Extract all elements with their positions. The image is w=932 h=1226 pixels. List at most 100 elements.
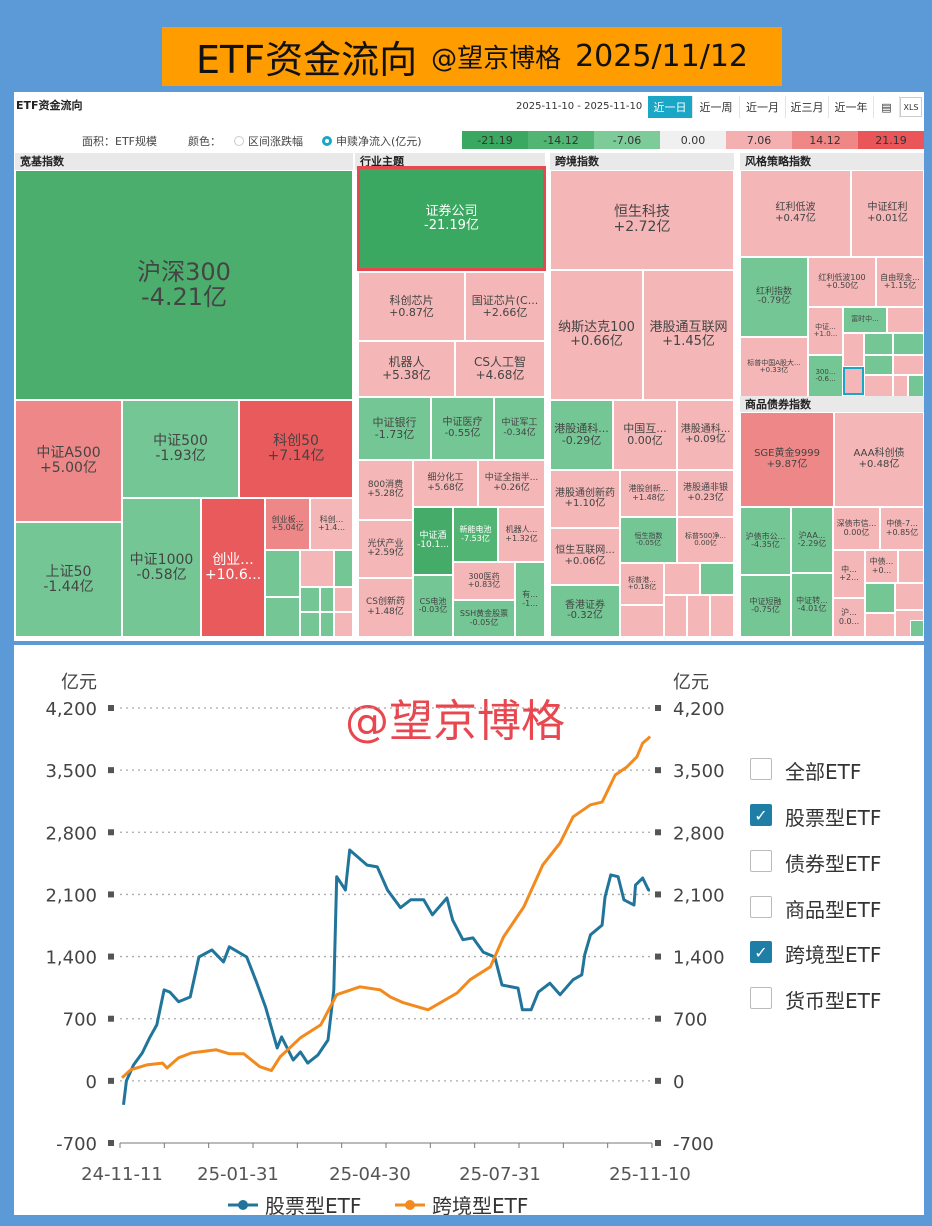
treemap-tile[interactable] (320, 612, 334, 637)
treemap-tile[interactable]: 国证芯片(C... +2.66亿 (465, 272, 545, 341)
treemap-tile[interactable]: 香港证券 -0.32亿 (550, 585, 620, 637)
treemap-tile[interactable]: SGE黄金9999 +9.87亿 (740, 412, 834, 507)
treemap-tile[interactable]: 机器人 +5.38亿 (358, 341, 455, 397)
treemap-tile[interactable]: 沪深300 -4.21亿 (15, 170, 353, 400)
treemap-tile[interactable]: 中债... +0... (865, 550, 898, 583)
treemap-tile[interactable] (898, 550, 924, 583)
treemap-tile[interactable] (864, 333, 893, 355)
treemap-tile[interactable] (910, 620, 924, 637)
treemap-tile[interactable]: 沪债市公... -4.35亿 (740, 507, 791, 575)
treemap-tile[interactable]: 港股创新... +1.48亿 (620, 470, 677, 517)
treemap-tile[interactable]: 港股通创新药 +1.10亿 (550, 470, 620, 528)
treemap-tile[interactable] (893, 375, 908, 397)
treemap-tile[interactable] (864, 375, 893, 397)
treemap-tile[interactable]: 沪... 0.0... (833, 598, 865, 637)
legend-label[interactable]: 跨境型ETF (432, 1194, 528, 1215)
treemap-tile[interactable] (864, 355, 893, 375)
treemap-tile[interactable]: SSH黄金股票 -0.05亿 (453, 600, 515, 637)
treemap-tile[interactable]: 中债-7... +0.85亿 (880, 507, 924, 550)
treemap-tile[interactable] (887, 307, 924, 333)
treemap-tile[interactable]: 自由现金... +1.15亿 (876, 257, 924, 307)
treemap-tile[interactable]: 上证50 -1.44亿 (15, 522, 122, 637)
export-xls-icon[interactable]: XLS (900, 97, 922, 117)
treemap-tile[interactable]: 红利指数 -0.79亿 (740, 257, 808, 337)
period-1w[interactable]: 近一周 (693, 96, 740, 118)
legend-label[interactable]: 股票型ETF (265, 1194, 361, 1215)
calendar-icon[interactable]: ▤ (874, 96, 900, 118)
period-1d[interactable]: 近一日 (648, 96, 693, 118)
series-checkbox-label[interactable]: 股票型ETF (785, 806, 882, 830)
series-checkbox-label[interactable]: 债券型ETF (785, 852, 882, 876)
treemap-tile[interactable]: 纳斯达克100 +0.66亿 (550, 270, 643, 400)
treemap-tile[interactable]: 红利低波100 +0.50亿 (808, 257, 876, 307)
treemap-tile[interactable]: 创业板... +5.04亿 (265, 498, 310, 550)
treemap-tile[interactable]: CS电池 -0.03亿 (413, 575, 453, 637)
series-checkbox-label[interactable]: 跨境型ETF (785, 943, 882, 967)
treemap-tile[interactable]: 中证500 -1.93亿 (122, 400, 239, 498)
treemap-tile[interactable]: 中... +2... (833, 550, 865, 598)
treemap-tile[interactable]: 光伏产业 +2.59亿 (358, 520, 413, 578)
treemap-tile[interactable]: 中证银行 -1.73亿 (358, 397, 431, 460)
series-checkbox-label[interactable]: 货币型ETF (785, 989, 882, 1013)
treemap-tile[interactable]: 中证红利 +0.01亿 (851, 170, 924, 257)
treemap-tile[interactable] (334, 612, 353, 637)
radio-selected-icon[interactable] (322, 136, 332, 146)
treemap-tile[interactable]: 恒生科技 +2.72亿 (550, 170, 734, 270)
treemap-tile[interactable] (300, 612, 320, 637)
treemap-tile[interactable] (320, 587, 334, 612)
treemap-tile[interactable]: 中证全指半... +0.26亿 (478, 460, 545, 507)
treemap-tile[interactable]: 中证A500 +5.00亿 (15, 400, 122, 522)
treemap-tile[interactable]: 深债市信... 0.00亿 (833, 507, 880, 550)
series-checkbox[interactable] (750, 987, 772, 1009)
treemap-tile[interactable]: 中证酒 -10.1... (413, 507, 453, 575)
treemap-tile[interactable]: 细分化工 +5.68亿 (413, 460, 478, 507)
treemap-tile[interactable]: 创业... +10.6... (201, 498, 265, 637)
treemap-tile[interactable]: 港股通科... +0.09亿 (677, 400, 734, 470)
treemap-tile[interactable]: 中证军工 -0.34亿 (494, 397, 545, 460)
treemap-tile[interactable] (620, 605, 664, 637)
treemap-tile[interactable] (710, 595, 734, 637)
series-checkbox[interactable] (750, 758, 772, 780)
period-1m[interactable]: 近一月 (740, 96, 786, 118)
treemap-tile[interactable]: 科创... +1.4... (310, 498, 353, 550)
treemap-tile[interactable]: 800消费 +5.28亿 (358, 460, 413, 520)
treemap-tile[interactable] (265, 597, 300, 637)
treemap-tile[interactable]: 中证短融 -0.75亿 (740, 575, 791, 637)
treemap-tile[interactable] (664, 595, 687, 637)
treemap-tile[interactable] (664, 563, 700, 595)
period-1y[interactable]: 近一年 (829, 96, 874, 118)
color-option-netflow[interactable]: 申赎净流入(亿元) (322, 133, 422, 149)
treemap-tile[interactable]: 恒生互联网... +0.06亿 (550, 528, 620, 585)
series-checkbox-label[interactable]: 全部ETF (785, 760, 862, 784)
treemap-tile[interactable]: 港股通非银 +0.23亿 (677, 470, 734, 517)
treemap-tile[interactable] (893, 355, 924, 375)
treemap-tile[interactable] (300, 550, 334, 587)
series-checkbox-label[interactable]: 商品型ETF (785, 898, 882, 922)
treemap-tile[interactable] (334, 550, 353, 587)
treemap-tile[interactable]: 科创芯片 +0.87亿 (358, 272, 465, 341)
series-checkbox[interactable] (750, 896, 772, 918)
treemap-tile[interactable]: CS创新药 +1.48亿 (358, 578, 413, 637)
treemap-tile[interactable] (700, 563, 734, 595)
treemap-tile[interactable]: 富时中... (843, 307, 887, 333)
treemap-tile[interactable]: 中证1000 -0.58亿 (122, 498, 201, 637)
treemap-tile[interactable]: 中国互... 0.00亿 (613, 400, 677, 470)
treemap-tile[interactable]: 科创50 +7.14亿 (239, 400, 353, 498)
treemap-tile[interactable]: 标普500净... 0.00亿 (677, 517, 734, 563)
treemap-tile[interactable]: 标普港... +0.18亿 (620, 563, 664, 605)
treemap-tile[interactable]: 港股通互联网 +1.45亿 (643, 270, 734, 400)
treemap-tile[interactable]: 标普中国A股大... +0.33亿 (740, 337, 808, 397)
radio-icon[interactable] (234, 136, 244, 146)
treemap-tile[interactable] (843, 333, 864, 367)
treemap-tile[interactable] (334, 587, 353, 612)
treemap-tile[interactable] (843, 367, 864, 395)
series-checkbox[interactable]: ✓ (750, 804, 772, 826)
treemap-tile[interactable] (865, 583, 895, 613)
series-checkbox[interactable]: ✓ (750, 941, 772, 963)
treemap-tile[interactable]: 机器人... +1.32亿 (498, 507, 545, 562)
treemap-tile[interactable] (865, 613, 895, 637)
treemap-tile[interactable]: 300... -0.6... (808, 355, 843, 397)
series-checkbox[interactable] (750, 850, 772, 872)
treemap-tile[interactable]: 恒生指数 -0.05亿 (620, 517, 677, 563)
treemap-tile[interactable]: 新能电池 -7.53亿 (453, 507, 498, 562)
